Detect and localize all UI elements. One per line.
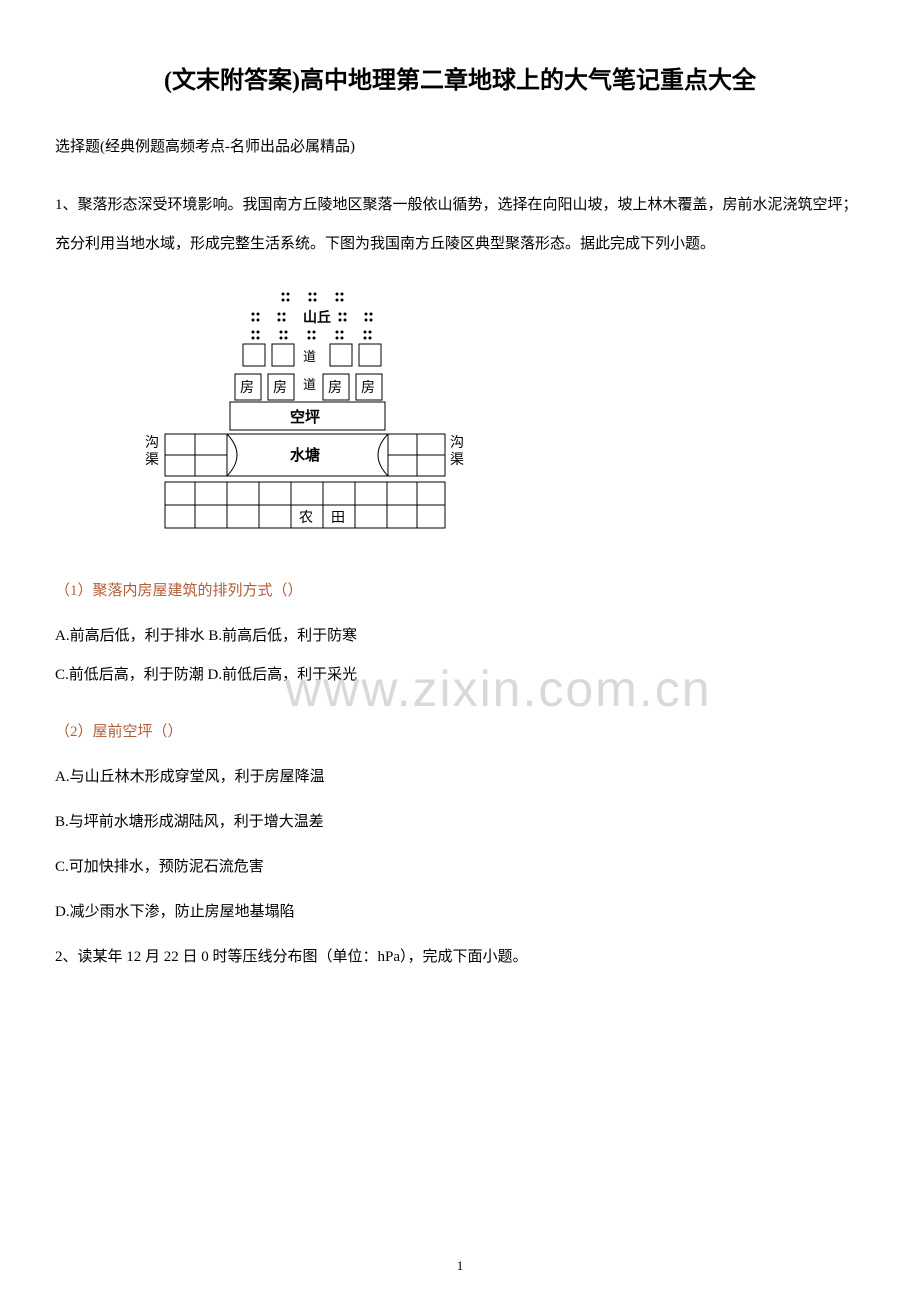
house-label-4: 房 (361, 380, 375, 396)
document-title: (文末附答案)高中地理第二章地球上的大气笔记重点大全 (55, 60, 865, 95)
sub2-option-d: D.减少雨水下渗，防止房屋地基塌陷 (55, 900, 865, 921)
ditch-right-1: 沟 (450, 435, 464, 451)
ditch-left-1: 沟 (145, 435, 159, 451)
ditch-left-2: 渠 (145, 452, 159, 468)
road-label-2: 道 (303, 377, 316, 392)
field-label-1: 农 (299, 510, 313, 526)
sub1-options-cd: C.前低后高，利于防潮 D.前低后高，利于采光 (55, 663, 865, 684)
road-label-1: 道 (303, 349, 316, 364)
hill-label: 山丘 (303, 310, 331, 326)
house-label-1: 房 (240, 380, 254, 396)
courtyard-label: 空坪 (290, 408, 320, 426)
sub-question-1: （1）聚落内房屋建筑的排列方式（） (55, 579, 865, 600)
page-number: 1 (0, 1258, 920, 1274)
question-1-stem: 1、聚落形态深受环境影响。我国南方丘陵地区聚落一般依山循势，选择在向阳山坡，坡上… (55, 186, 865, 264)
section-subtitle: 选择题(经典例题高频考点-名师出品必属精品) (55, 135, 865, 156)
house-label-2: 房 (273, 380, 287, 396)
question-2-stem: 2、读某年 12 月 22 日 0 时等压线分布图（单位：hPa），完成下面小题… (55, 945, 865, 966)
field-label-2: 田 (331, 511, 345, 526)
sub2-option-b: B.与坪前水塘形成湖陆风，利于增大温差 (55, 810, 865, 831)
settlement-diagram: 山丘 道 房 房 道 房 房 空坪 沟 渠 沟 渠 (135, 284, 865, 549)
ditch-right-2: 渠 (450, 452, 464, 468)
pond-label: 水塘 (290, 446, 320, 464)
sub1-options-ab: A.前高后低，利于排水 B.前高后低，利于防寒 (55, 624, 865, 645)
sub2-option-c: C.可加快排水，预防泥石流危害 (55, 855, 865, 876)
sub2-option-a: A.与山丘林木形成穿堂风，利于房屋降温 (55, 765, 865, 786)
sub-question-2: （2）屋前空坪（） (55, 720, 865, 741)
house-label-3: 房 (328, 380, 342, 396)
